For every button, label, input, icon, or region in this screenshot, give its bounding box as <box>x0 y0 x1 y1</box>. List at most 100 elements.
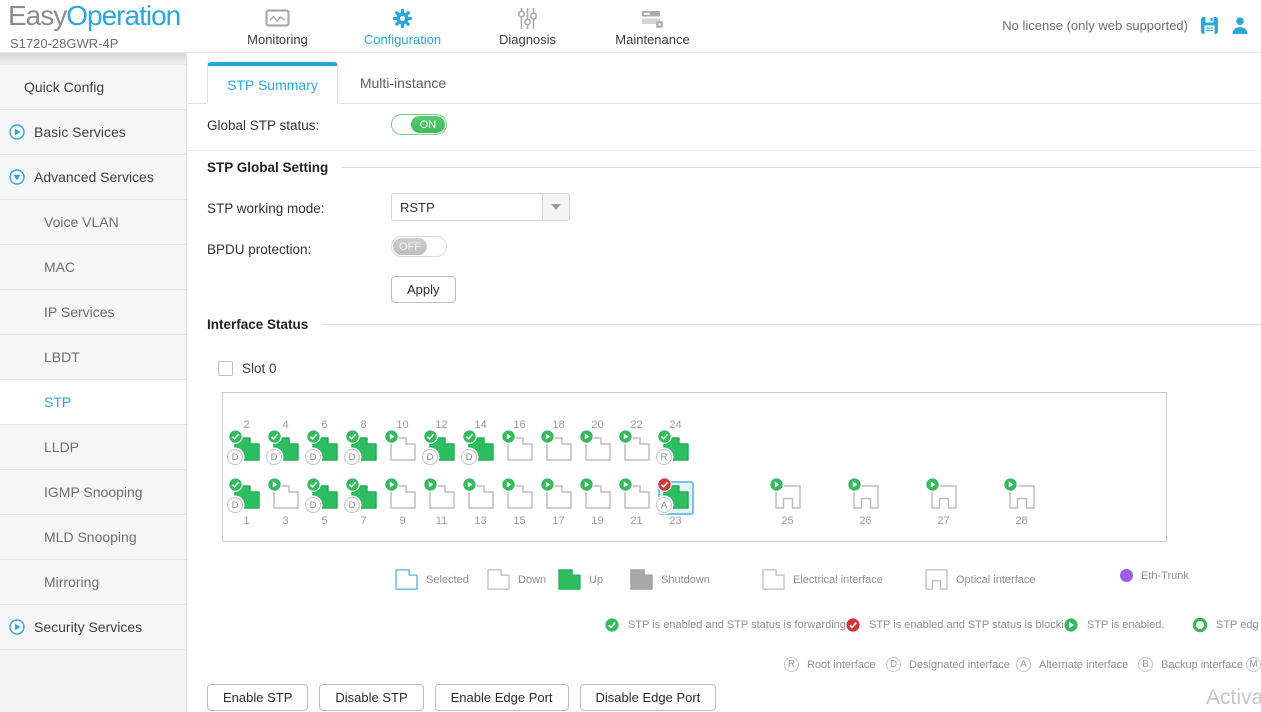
sidebar-item-basic-services[interactable]: Basic Services <box>0 110 186 155</box>
app-header: EasyOperation S1720-28GWR-4P Monitoring C… <box>0 0 1261 53</box>
sidebar-item-voice-vlan[interactable]: Voice VLAN <box>0 200 186 245</box>
port-18-icon[interactable] <box>540 429 572 461</box>
legend-item-shutdown: Shutdown <box>630 569 710 590</box>
nav-monitoring[interactable]: Monitoring <box>215 3 340 47</box>
port-12-icon[interactable]: D <box>422 429 455 465</box>
nav-configuration[interactable]: Configuration <box>340 3 465 47</box>
port-25-icon[interactable] <box>769 477 801 509</box>
port-5-icon[interactable]: D <box>305 477 338 513</box>
enable-stp-button[interactable]: Enable STP <box>207 684 309 711</box>
role-letter-icon: A <box>1016 657 1031 672</box>
legend-label: STP is enabled. <box>1087 619 1165 631</box>
stp-badge-check-green <box>306 429 321 444</box>
sidebar-item-lldp[interactable]: LLDP <box>0 425 186 470</box>
legend-item-electrical: Electrical interface <box>762 569 883 590</box>
sidebar-item-ip-services[interactable]: IP Services <box>0 290 186 335</box>
global-stp-toggle[interactable]: ON <box>391 114 447 135</box>
stp-global-setting-section: STP Global Setting <box>207 160 1261 175</box>
stp-badge-play-green <box>501 429 516 444</box>
nav-maintenance[interactable]: Maintenance <box>590 3 715 47</box>
legend-item-up: Up <box>558 569 603 590</box>
stp-badge-check-green <box>228 429 243 444</box>
working-mode-select[interactable]: RSTP <box>391 193 570 221</box>
chevron-down-circle-icon <box>9 169 25 185</box>
port-26-icon[interactable] <box>847 477 879 509</box>
port-1-icon[interactable]: D <box>227 477 260 513</box>
port-10-icon[interactable] <box>384 429 416 461</box>
disable-stp-button[interactable]: Disable STP <box>319 684 424 711</box>
bpdu-protection-label: BPDU protection: <box>207 242 312 257</box>
port-number-25: 25 <box>781 515 794 527</box>
chevron-down-icon[interactable] <box>542 194 569 220</box>
port-role-badge-D: D <box>344 449 360 465</box>
port-3-icon[interactable] <box>267 477 299 509</box>
port-role-badge-D: D <box>227 449 243 465</box>
stp-badge-play-green <box>267 477 282 492</box>
legend-role-D: D Designated interface <box>886 657 1010 672</box>
toggle-on-knob: ON <box>411 116 445 133</box>
port-9-icon[interactable] <box>384 477 416 509</box>
bpdu-protection-toggle[interactable]: OFF <box>391 236 447 257</box>
port-15-icon[interactable] <box>501 477 533 509</box>
sidebar-item-lbdt[interactable]: LBDT <box>0 335 186 380</box>
port-24-icon[interactable]: R <box>656 429 689 465</box>
sidebar-item-stp[interactable]: STP <box>0 380 186 425</box>
port-6-icon[interactable]: D <box>305 429 338 465</box>
nav-label: Diagnosis <box>498 32 557 47</box>
apply-button[interactable]: Apply <box>391 276 456 303</box>
tab-multi-instance[interactable]: Multi-instance <box>359 75 447 91</box>
port-7-icon[interactable]: D <box>344 477 377 513</box>
stp-badge-play-green <box>501 477 516 492</box>
interface-status-section: Interface Status <box>207 317 1261 332</box>
port-role-badge-D: D <box>461 449 477 465</box>
play-green-badge-icon <box>1063 617 1079 633</box>
sidebar-item-label: MAC <box>44 259 76 275</box>
port-28-icon[interactable] <box>1003 477 1035 509</box>
port-21-icon[interactable] <box>618 477 650 509</box>
save-icon[interactable] <box>1200 16 1219 35</box>
sidebar-item-label: IP Services <box>44 304 115 320</box>
enable-edge-port-button[interactable]: Enable Edge Port <box>434 684 569 711</box>
port-2-icon[interactable]: D <box>227 429 260 465</box>
port-role-badge-R: R <box>656 449 672 465</box>
port-22-icon[interactable] <box>618 429 650 461</box>
port-8-icon[interactable]: D <box>344 429 377 465</box>
legend-stp-play-green: STP is enabled. <box>1063 617 1164 633</box>
device-model: S1720-28GWR-4P <box>10 36 119 51</box>
nav-diagnosis[interactable]: Diagnosis <box>465 3 590 47</box>
legend-stp-check-green: STP is enabled and STP status is forward… <box>604 617 849 633</box>
sidebar-item-mirroring[interactable]: Mirroring <box>0 560 186 605</box>
port-13-icon[interactable] <box>462 477 494 509</box>
sidebar-item-igmp-snooping[interactable]: IGMP Snooping <box>0 470 186 515</box>
user-icon[interactable] <box>1231 16 1249 35</box>
up-port-icon <box>558 569 581 590</box>
check-green-badge-icon <box>604 617 620 633</box>
port-4-icon[interactable]: D <box>266 429 299 465</box>
slot-checkbox[interactable] <box>218 361 233 376</box>
sidebar-item-label: Advanced Services <box>34 169 154 185</box>
role-letter-icon: M <box>1246 657 1261 672</box>
sidebar-item-mac[interactable]: MAC <box>0 245 186 290</box>
sidebar-item-security-services[interactable]: Security Services <box>0 605 186 650</box>
sidebar-item-label: Mirroring <box>44 574 100 590</box>
port-27-icon[interactable] <box>925 477 957 509</box>
port-17-icon[interactable] <box>540 477 572 509</box>
port-16-icon[interactable] <box>501 429 533 461</box>
port-11-icon[interactable] <box>423 477 455 509</box>
sidebar-item-advanced-services[interactable]: Advanced Services <box>0 155 186 200</box>
port-number-15: 15 <box>513 515 526 527</box>
legend-label: Shutdown <box>661 573 710 586</box>
license-status: No license (only web supported) <box>1002 18 1188 33</box>
port-14-icon[interactable]: D <box>461 429 494 465</box>
port-20-icon[interactable] <box>579 429 611 461</box>
port-23-icon[interactable]: A <box>656 477 694 515</box>
nav-label: Monitoring <box>247 32 308 47</box>
port-19-icon[interactable] <box>579 477 611 509</box>
tab-stp-summary[interactable]: STP Summary <box>207 62 338 104</box>
logo-operation: Operation <box>66 0 181 31</box>
app-logo: EasyOperation <box>8 0 181 32</box>
sidebar-item-mld-snooping[interactable]: MLD Snooping <box>0 515 186 560</box>
disable-edge-port-button[interactable]: Disable Edge Port <box>579 684 717 711</box>
sidebar-item-quick-config[interactable]: Quick Config <box>0 65 186 110</box>
